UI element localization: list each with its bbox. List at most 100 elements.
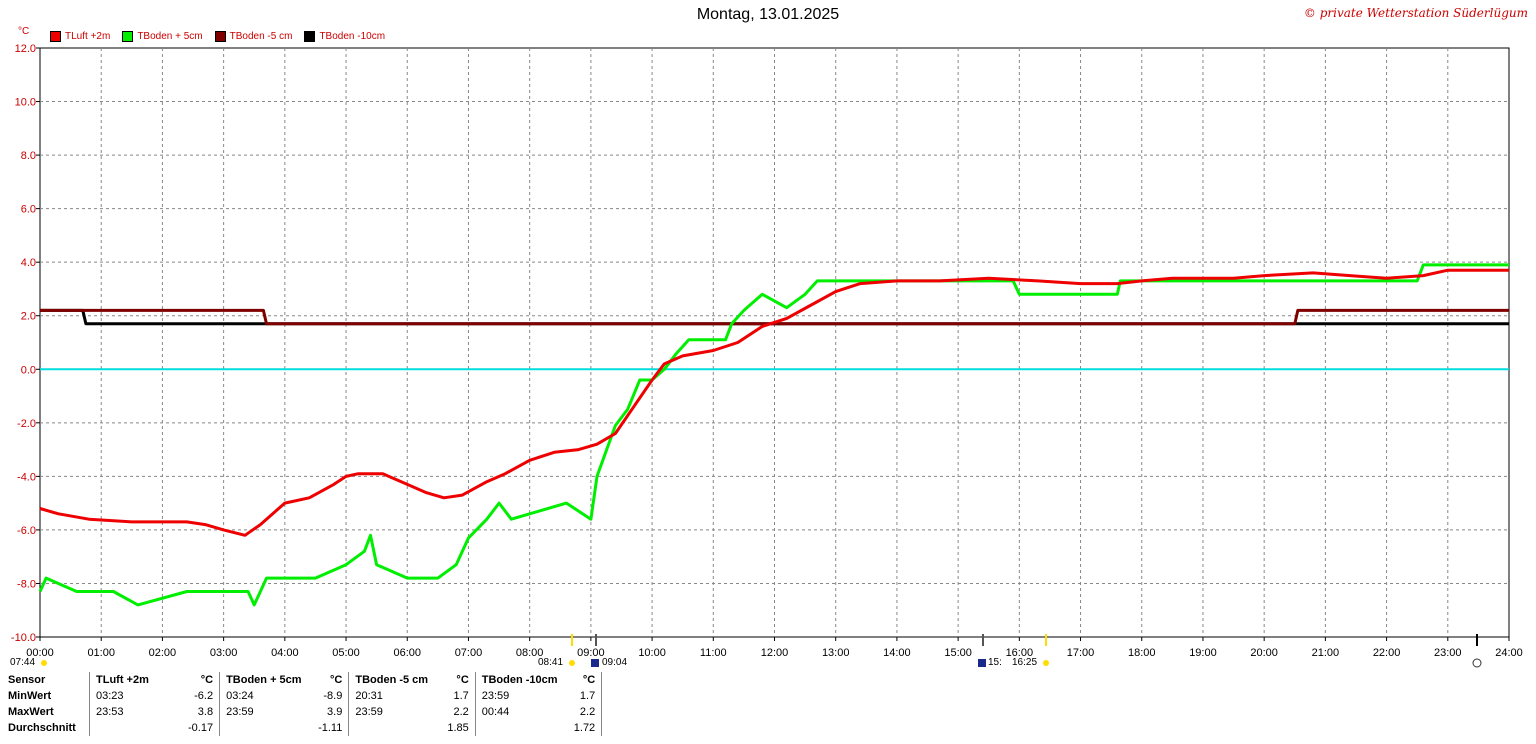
stats-cell: 00:44	[474, 704, 568, 720]
stats-cell: 3.8	[197, 706, 214, 718]
x-tick-label: 01:00	[87, 647, 115, 659]
stats-cell: 1.72	[573, 722, 596, 734]
y-tick-label: 0.0	[21, 364, 36, 376]
temperature-chart: -10.0 -8.0 -6.0 -4.0 -2.0 0.0 2.0 4.0 6.0 8.0 10.0…	[11, 43, 1523, 668]
legend-item: TLuft +2m	[50, 31, 110, 42]
x-tick-label: 06:00	[393, 647, 421, 659]
stats-cell	[219, 720, 313, 736]
legend-swatch	[50, 31, 61, 42]
stats-cell: 20:31	[348, 688, 442, 704]
sun-markers	[41, 634, 1482, 668]
stats-cell: 23:59	[348, 704, 442, 720]
stats-cell: -6.2	[194, 690, 214, 702]
stats-cell: -8.9	[323, 690, 343, 702]
stats-header: TBoden -10cm	[474, 672, 568, 688]
series-line-0	[39, 268, 1509, 537]
x-tick-label: 14:00	[883, 647, 911, 659]
stats-spacer	[601, 704, 615, 720]
stats-header: °C	[582, 674, 596, 686]
series-line-2	[40, 308, 1509, 326]
x-tick-label: 07:00	[455, 647, 483, 659]
x-tick-label: 09:00	[577, 647, 605, 659]
x-tick-label: 10:00	[638, 647, 666, 659]
x-tick-label: 17:00	[1067, 647, 1095, 659]
legend-item: TBoden -5 cm	[214, 31, 293, 42]
stats-cell	[89, 720, 182, 736]
station-credit: © private Wetterstation Süderlügum	[1303, 6, 1528, 20]
legend-swatch	[122, 31, 134, 42]
x-tick-label: 13:00	[822, 647, 850, 659]
x-tick-label: 12:00	[761, 647, 789, 659]
x-tick-label: 23:00	[1434, 647, 1462, 659]
sun-icon	[41, 660, 47, 666]
stats-cell: -0.17	[188, 722, 214, 734]
legend-swatch	[214, 31, 226, 42]
stats-cell: 1.85	[447, 722, 469, 734]
x-tick-label: 00:00	[26, 647, 54, 659]
stats-cell: -1.11	[318, 722, 343, 734]
noon-label: 09:04	[602, 657, 628, 668]
x-tick-label: 20:00	[1250, 647, 1278, 659]
x-tick-label: 16:00	[1006, 647, 1034, 659]
stats-cell: 23:59	[474, 688, 568, 704]
sun-icon	[569, 660, 575, 666]
noon-start-label: 08:41	[538, 657, 564, 668]
unit-label: °C	[18, 26, 30, 37]
stats-cell: 03:24	[219, 688, 313, 704]
noon-icon	[591, 659, 599, 667]
stats-spacer	[601, 720, 615, 736]
stats-cell	[474, 720, 568, 736]
y-tick-label: 12.0	[15, 43, 36, 55]
y-tick-label: 6.0	[21, 204, 36, 216]
table-row: MaxWert 23:53 3.8 23:59 3.9 23:59 2.2 00…	[0, 704, 615, 720]
x-tick-label: 24:00	[1495, 647, 1523, 659]
stats-row-label: MaxWert	[8, 706, 54, 718]
legend-label: TBoden + 5cm	[137, 31, 203, 42]
x-tick-label: 19:00	[1189, 647, 1217, 659]
stats-cell: 1.7	[579, 690, 596, 702]
legend-label: TBoden -5 cm	[229, 31, 293, 42]
y-tick-label: -10.0	[11, 632, 36, 644]
legend-item: TBoden -10cm	[304, 31, 385, 42]
stats-row-label: MinWert	[8, 690, 52, 702]
stats-cell	[348, 720, 442, 736]
y-tick-label: 4.0	[21, 257, 36, 269]
stats-table: Sensor TLuft +2m °C TBoden + 5cm °C TBod…	[0, 672, 615, 736]
y-axis-ticks: -10.0 -8.0 -6.0 -4.0 -2.0 0.0 2.0 4.0 6.0 8.0 10.0…	[11, 43, 40, 644]
noon-icon	[978, 659, 986, 667]
sunrise-label: 07:44	[10, 657, 36, 668]
x-tick-label: 18:00	[1128, 647, 1156, 659]
noon-end-label: 15:	[988, 657, 1002, 668]
x-tick-label: 21:00	[1312, 647, 1340, 659]
x-tick-label: 02:00	[149, 647, 177, 659]
sun-icon	[1043, 660, 1049, 666]
y-tick-label: 10.0	[15, 97, 36, 109]
stats-header: Sensor	[8, 674, 46, 686]
y-tick-label: -6.0	[17, 525, 36, 537]
stats-spacer	[601, 688, 615, 704]
stats-cell: 3.9	[327, 706, 343, 718]
stats-header: TBoden + 5cm	[219, 672, 313, 688]
grid-lines	[40, 48, 1509, 637]
sunset-label: 16:25	[1012, 657, 1038, 668]
y-tick-label: -8.0	[17, 578, 36, 590]
stats-header: °C	[330, 674, 343, 686]
x-tick-label: 04:00	[271, 647, 299, 659]
stats-header: °C	[200, 674, 214, 686]
y-tick-label: 8.0	[21, 150, 36, 162]
stats-cell: 23:53	[89, 704, 182, 720]
stats-cell: 03:23	[89, 688, 182, 704]
legend-swatch	[304, 31, 316, 42]
stats-spacer	[601, 672, 615, 688]
legend-item: TBoden + 5cm	[122, 31, 203, 42]
y-tick-label: -2.0	[17, 418, 36, 430]
x-tick-label: 03:00	[210, 647, 238, 659]
stats-header: TBoden -5 cm	[348, 672, 442, 688]
moon-icon	[1472, 658, 1482, 668]
table-row: Durchschnitt -0.17 -1.11 1.85 1.72	[0, 720, 615, 736]
x-axis-ticks: 00:00 01:00 02:00 03:00 04:00 05:00 06:00 07:00…	[26, 637, 1523, 659]
stats-row-label: Durchschnitt	[8, 722, 76, 734]
legend-label: TBoden -10cm	[319, 31, 386, 42]
stats-cell: 23:59	[219, 704, 313, 720]
x-tick-label: 08:00	[516, 647, 544, 659]
